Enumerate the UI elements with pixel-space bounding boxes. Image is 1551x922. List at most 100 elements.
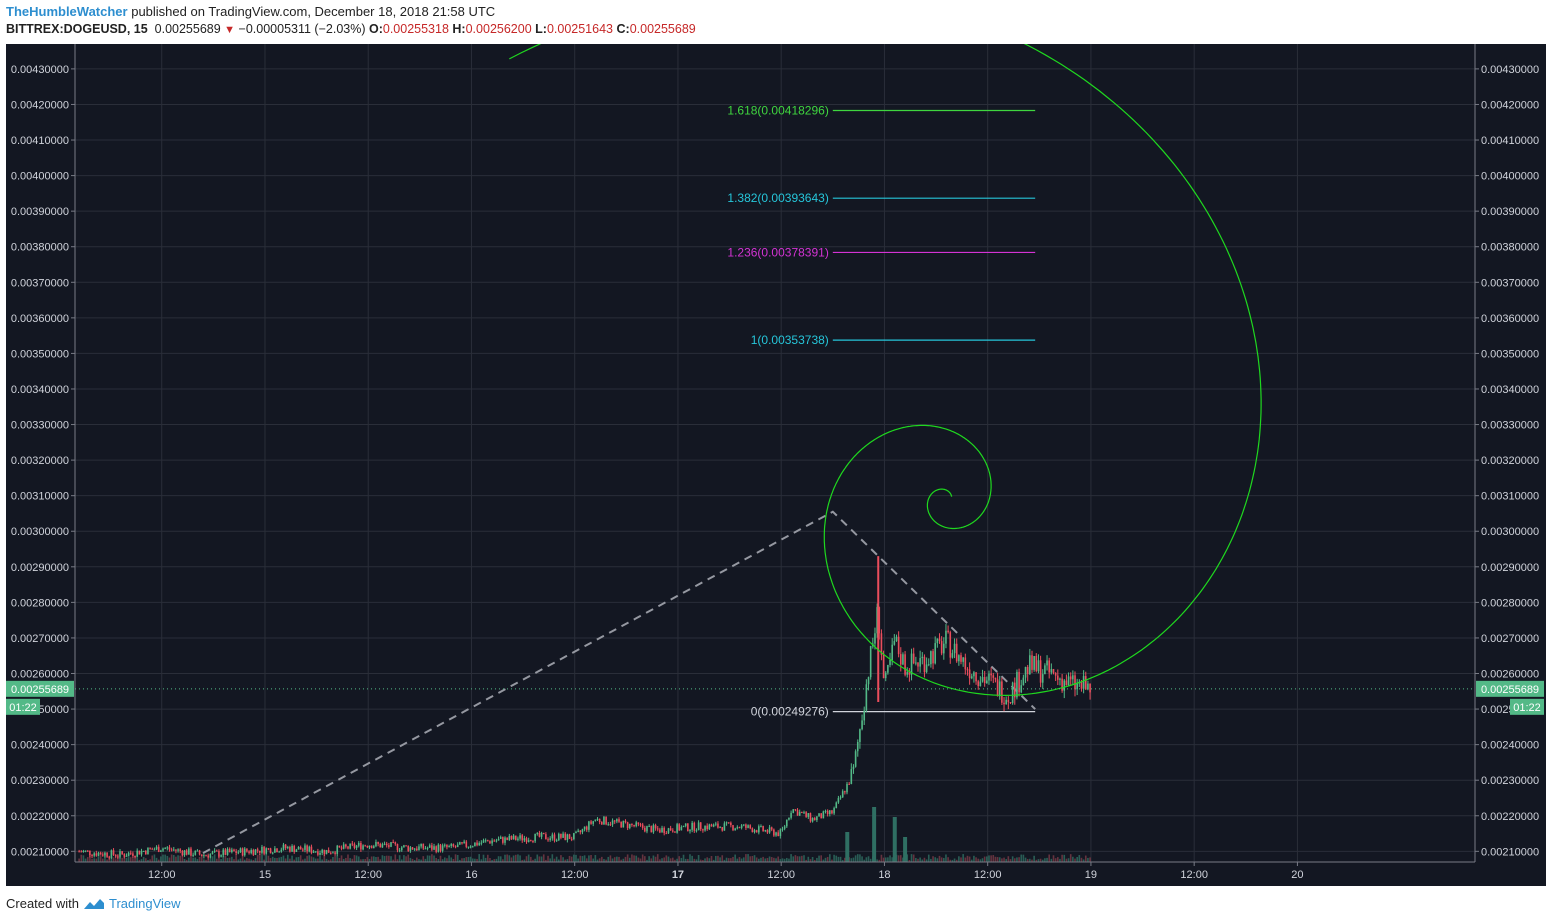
volume-bar <box>510 857 513 862</box>
volume-bar <box>295 857 298 862</box>
y-tick-label-right: 0.00230000 <box>1481 775 1539 787</box>
y-tick-label-right: 0.00270000 <box>1481 633 1539 645</box>
candle-body <box>732 825 734 831</box>
volume-bar <box>530 856 532 862</box>
volume-bar <box>471 858 474 862</box>
volume-bar <box>712 859 715 862</box>
candle-body <box>538 833 541 837</box>
candle-body <box>775 832 777 836</box>
candle-body <box>340 847 343 849</box>
volume-bar <box>400 859 403 862</box>
author-link[interactable]: TheHumbleWatcher <box>6 4 128 19</box>
volume-bar <box>751 855 754 862</box>
candle-body <box>299 846 302 850</box>
candle-body <box>816 816 818 821</box>
volume-bar <box>650 858 653 862</box>
volume-bar <box>463 858 465 862</box>
candle-body <box>1016 671 1018 698</box>
tradingview-link[interactable]: TradingView <box>108 896 181 911</box>
candle-body <box>1082 676 1085 689</box>
candle-body <box>274 848 276 853</box>
candle-body <box>1026 666 1029 675</box>
open-value: 0.00255318 <box>382 22 449 36</box>
candle-body <box>254 849 257 855</box>
volume-bar <box>1035 859 1038 862</box>
candle-body <box>895 636 898 642</box>
candle-body <box>549 838 551 840</box>
candle-body <box>798 811 801 816</box>
candle-body <box>250 849 253 854</box>
y-tick-label-right: 0.00420000 <box>1481 99 1539 111</box>
volume-bar <box>861 856 863 862</box>
volume-bar <box>960 857 962 862</box>
volume-bar <box>964 857 967 862</box>
volume-bar <box>641 854 644 862</box>
volume-bar <box>927 854 930 862</box>
volume-bar <box>549 858 551 862</box>
candle-body <box>512 835 515 840</box>
candle-body <box>248 851 250 854</box>
volume-bar <box>136 855 139 862</box>
volume-bar <box>702 859 704 862</box>
candle-body <box>678 824 681 831</box>
volume-bar <box>396 859 399 862</box>
candle-body <box>183 850 186 856</box>
volume-bar <box>1050 858 1053 862</box>
candle-body <box>484 840 487 842</box>
volume-bar <box>342 858 345 862</box>
candle-body <box>553 834 556 841</box>
candle-body <box>489 841 491 844</box>
volume-bar <box>497 856 500 862</box>
candle-body <box>431 845 433 850</box>
candle-body <box>968 669 971 679</box>
candle-body <box>1052 668 1055 674</box>
candle-body <box>530 840 532 842</box>
volume-bar <box>306 855 308 862</box>
candle-body <box>454 846 457 848</box>
volume-bar <box>583 855 586 862</box>
candle-body <box>278 851 280 853</box>
candle-body <box>293 845 296 852</box>
candle-body <box>86 850 89 852</box>
volume-bar <box>775 858 777 862</box>
close-label: C: <box>616 22 630 36</box>
volume-bar <box>801 855 803 862</box>
volume-bar <box>153 854 156 862</box>
volume-bar <box>940 857 943 862</box>
volume-bar <box>831 859 833 862</box>
last-price-badge-text-right: 0.00255689 <box>1481 684 1539 696</box>
candle-body <box>566 834 569 841</box>
volume-bar <box>841 859 844 862</box>
candle-body <box>779 829 782 837</box>
candle-body <box>717 823 719 828</box>
volume-bar <box>856 854 859 862</box>
volume-bar <box>392 859 394 862</box>
volume-bar <box>710 855 713 862</box>
candle-body <box>1063 680 1066 691</box>
candle-body <box>495 840 498 842</box>
candle-body <box>654 825 657 829</box>
candle-body <box>523 838 526 841</box>
volume-bars <box>78 807 1091 862</box>
candle-body <box>710 824 713 827</box>
footer: Created with TradingView <box>6 896 181 911</box>
volume-bar <box>185 859 188 862</box>
candle-body <box>284 844 287 849</box>
volume-bar <box>925 859 928 862</box>
volume-bar <box>990 855 992 862</box>
candle-body <box>403 845 405 848</box>
candle-body <box>962 657 964 662</box>
volume-bar <box>200 855 203 862</box>
volume-bar <box>859 854 861 862</box>
candle-body <box>506 837 508 840</box>
volume-bar <box>329 859 332 862</box>
candle-body <box>269 848 272 854</box>
volume-bar <box>930 858 932 862</box>
volume-bar <box>420 859 422 862</box>
candle-body <box>452 844 455 847</box>
volume-bar <box>747 854 749 862</box>
volume-bar <box>487 854 489 862</box>
volume-bar <box>915 857 917 862</box>
y-tick-label-left: 0.00330000 <box>11 420 69 432</box>
